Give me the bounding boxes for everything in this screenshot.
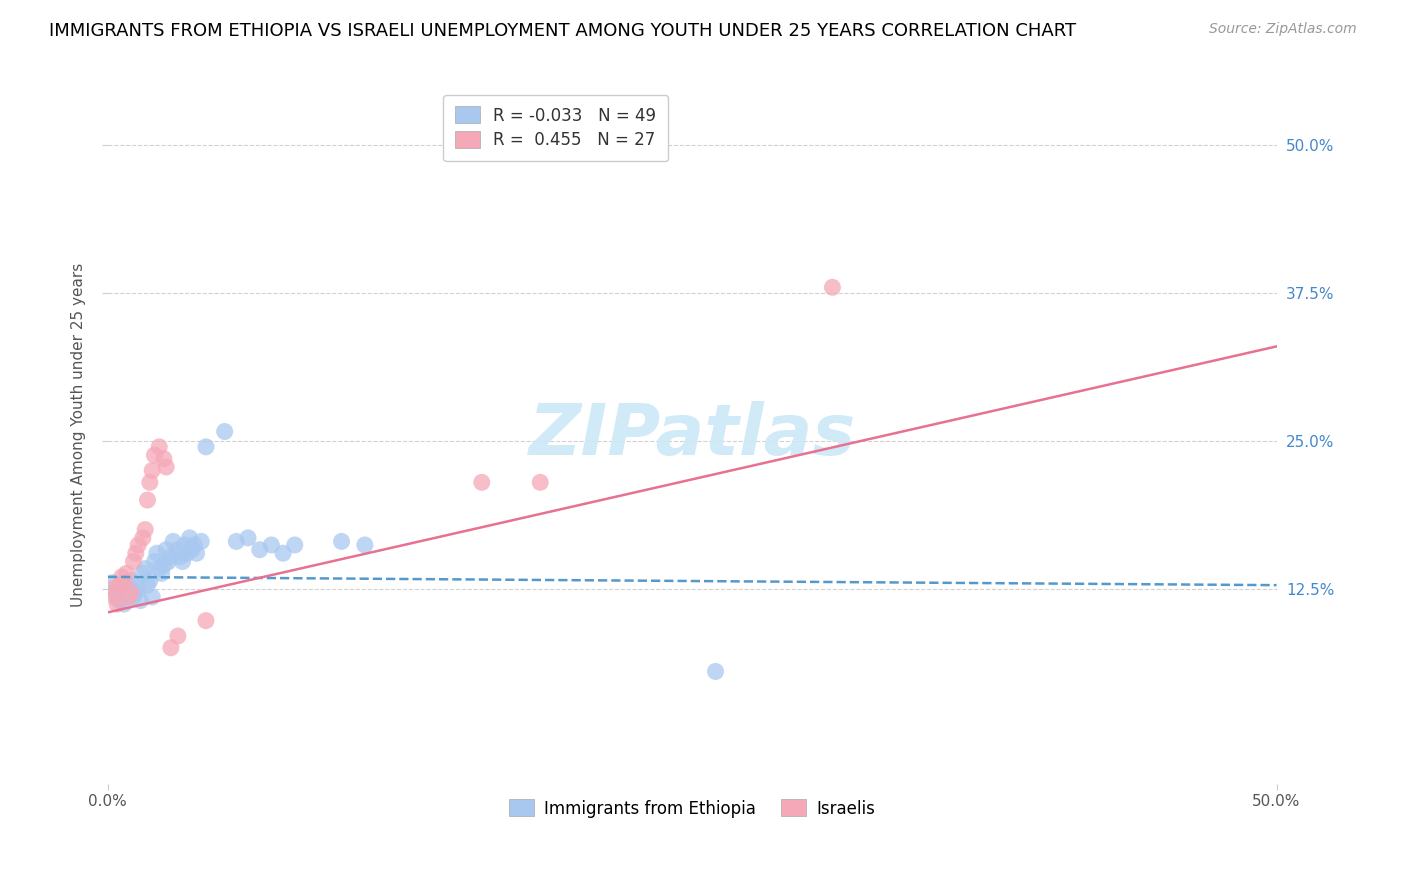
Point [225, 534, 247, 549]
Point [155, 542, 177, 557]
Point [157, 555, 180, 569]
Point [108, 582, 131, 596]
Point [153, 558, 176, 572]
Point [101, 575, 124, 590]
Point [104, 590, 127, 604]
Point [167, 542, 190, 557]
Point [160, 549, 183, 564]
Point [172, 555, 194, 569]
Point [112, 597, 135, 611]
Point [108, 593, 131, 607]
Point [127, 582, 149, 596]
Point [134, 523, 156, 537]
Point [105, 590, 128, 604]
Point [143, 448, 166, 462]
Point [148, 561, 170, 575]
Point [125, 546, 148, 560]
Point [249, 542, 271, 557]
Point [179, 531, 201, 545]
Point [118, 578, 141, 592]
Point [143, 555, 166, 569]
Text: ZIPatlas: ZIPatlas [529, 401, 856, 469]
Point [162, 534, 184, 549]
Point [118, 590, 141, 604]
Point [134, 561, 156, 575]
Point [330, 534, 353, 549]
Point [108, 578, 131, 592]
Point [141, 590, 163, 604]
Point [122, 555, 145, 569]
Point [260, 538, 283, 552]
Point [194, 440, 217, 454]
Point [354, 538, 377, 552]
Point [111, 588, 134, 602]
Point [155, 459, 177, 474]
Legend: Immigrants from Ethiopia, Israelis: Immigrants from Ethiopia, Israelis [502, 793, 882, 824]
Point [136, 493, 159, 508]
Point [167, 629, 190, 643]
Point [181, 542, 204, 557]
Point [150, 566, 173, 581]
Point [141, 463, 163, 477]
Point [132, 566, 155, 581]
Point [139, 475, 162, 490]
Point [115, 590, 138, 604]
Point [194, 614, 217, 628]
Point [821, 280, 844, 294]
Point [125, 585, 148, 599]
Point [214, 425, 236, 439]
Point [284, 538, 307, 552]
Point [101, 582, 124, 596]
Point [471, 475, 494, 490]
Point [136, 578, 159, 592]
Point [139, 574, 162, 588]
Point [148, 440, 170, 454]
Point [105, 597, 128, 611]
Point [120, 585, 142, 599]
Point [529, 475, 551, 490]
Text: Source: ZipAtlas.com: Source: ZipAtlas.com [1209, 22, 1357, 37]
Point [271, 546, 294, 560]
Point [174, 538, 197, 552]
Point [111, 570, 134, 584]
Point [112, 575, 135, 590]
Point [153, 451, 176, 466]
Point [129, 593, 152, 607]
Point [176, 546, 198, 560]
Point [160, 640, 183, 655]
Point [183, 538, 205, 552]
Point [146, 546, 169, 560]
Point [120, 574, 142, 588]
Point [169, 549, 191, 564]
Point [122, 590, 145, 604]
Text: IMMIGRANTS FROM ETHIOPIA VS ISRAELI UNEMPLOYMENT AMONG YOUTH UNDER 25 YEARS CORR: IMMIGRANTS FROM ETHIOPIA VS ISRAELI UNEM… [49, 22, 1077, 40]
Point [104, 585, 127, 599]
Point [236, 531, 259, 545]
Y-axis label: Unemployment Among Youth under 25 years: Unemployment Among Youth under 25 years [72, 263, 86, 607]
Point [190, 534, 212, 549]
Point [127, 538, 149, 552]
Point [115, 566, 138, 581]
Point [132, 531, 155, 545]
Point [186, 546, 208, 560]
Point [704, 665, 727, 679]
